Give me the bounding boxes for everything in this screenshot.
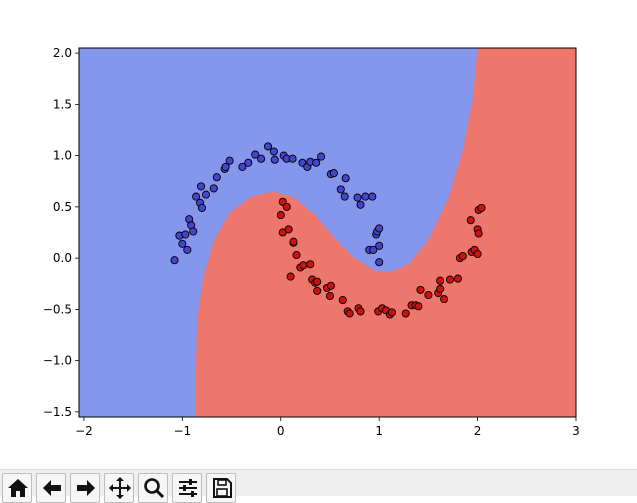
class-1-point (474, 229, 483, 238)
x-tick-label: 1 (375, 424, 383, 438)
class-0-point (225, 156, 234, 165)
class-1-point (440, 295, 449, 304)
class-0-point (183, 245, 192, 254)
forward-arrow-icon (77, 480, 95, 496)
class-1-point (356, 307, 365, 316)
zoom-icon (144, 478, 165, 499)
class-0-point (269, 147, 278, 156)
class-0-point (356, 200, 365, 209)
class-1-point (276, 211, 285, 220)
class-0-point (340, 192, 349, 201)
class-1-point (292, 250, 301, 260)
class-1-point (313, 277, 322, 286)
class-0-point (270, 155, 279, 164)
class-0-point (197, 203, 207, 212)
y-tick-label: 0.5 (53, 200, 72, 214)
class-1-point (414, 302, 423, 311)
class-1-point (477, 203, 486, 212)
class-0-point (251, 150, 260, 159)
x-tick-label: 2 (474, 424, 482, 438)
class-1-region (195, 48, 576, 417)
class-0-point (178, 239, 187, 248)
sliders-icon (179, 479, 197, 497)
class-1-point (282, 202, 291, 211)
class-0-point (329, 169, 338, 178)
home-button[interactable] (2, 473, 32, 503)
configure-button[interactable] (172, 473, 202, 503)
class-1-point (424, 290, 433, 300)
home-icon (8, 479, 28, 497)
class-1-point (326, 281, 335, 290)
class-1-point (299, 261, 308, 270)
forward-button[interactable] (70, 473, 100, 503)
class-0-point (244, 158, 253, 167)
class-0-point (170, 256, 179, 265)
back-arrow-icon (43, 480, 61, 496)
class-1-point (306, 260, 315, 269)
class-0-point (312, 158, 321, 167)
class-0-point (189, 227, 198, 236)
class-0-point (368, 192, 377, 201)
class-0-point (196, 182, 206, 191)
class-1-point (387, 308, 397, 317)
y-tick-label: 2.0 (53, 46, 72, 60)
class-0-point (336, 185, 345, 194)
class-1-point (345, 309, 354, 318)
y-tick-label: 1.5 (53, 97, 72, 111)
class-1-point (286, 272, 295, 281)
class-1-point (458, 252, 467, 261)
class-0-point (212, 173, 221, 182)
class-1-point (473, 249, 482, 259)
class-0-point (353, 193, 362, 202)
class-0-point (375, 258, 384, 267)
y-tick-label: 0.0 (53, 251, 72, 265)
class-1-point (313, 286, 322, 295)
class-1-point (338, 296, 347, 305)
class-0-point (361, 192, 370, 201)
class-0-point (192, 192, 201, 201)
back-button[interactable] (36, 473, 66, 503)
class-0-point (181, 230, 190, 239)
class-1-point (401, 309, 410, 318)
class-0-point (375, 224, 384, 233)
zoom-button[interactable] (138, 473, 168, 503)
class-1-point (325, 291, 335, 301)
class-0-point (257, 154, 266, 163)
class-1-point (416, 285, 425, 294)
pan-button[interactable] (104, 473, 134, 503)
class-0-point (341, 174, 350, 183)
axes-frame (78, 47, 577, 418)
class-0-point (263, 142, 273, 151)
x-tick-label: −1 (173, 424, 191, 438)
class-1-point (289, 237, 298, 246)
class-0-point (238, 162, 247, 171)
class-0-point (288, 154, 297, 163)
class-0-point (375, 241, 384, 250)
x-tick-label: −2 (75, 424, 93, 438)
save-button[interactable] (206, 473, 236, 503)
decision-boundary-chart: −2 −1 0 1 2 3 2.0 1.5 1.0 0.5 0.0 −0.5 −1.0 −1.5 (43, 46, 580, 438)
y-tick-label: −0.5 (43, 302, 72, 316)
class-1-point (466, 216, 475, 225)
class-0-point (369, 245, 378, 254)
class-0-point (221, 162, 230, 171)
navigation-toolbar (0, 469, 637, 503)
x-tick-label: 3 (572, 424, 580, 438)
save-icon (213, 478, 232, 498)
x-tick-label: 0 (277, 424, 285, 438)
class-0-point (201, 190, 211, 199)
y-tick-label: −1.0 (43, 354, 72, 368)
move-icon (109, 477, 131, 499)
y-tick-label: 1.0 (53, 149, 72, 163)
class-0-point (317, 152, 326, 161)
y-tick-label: −1.5 (43, 405, 72, 419)
class-1-point (453, 274, 462, 283)
class-1-point (436, 284, 445, 293)
class-1-point (436, 276, 445, 285)
class-0-point (209, 184, 218, 193)
class-1-point (284, 225, 293, 234)
class-1-point (445, 275, 455, 284)
